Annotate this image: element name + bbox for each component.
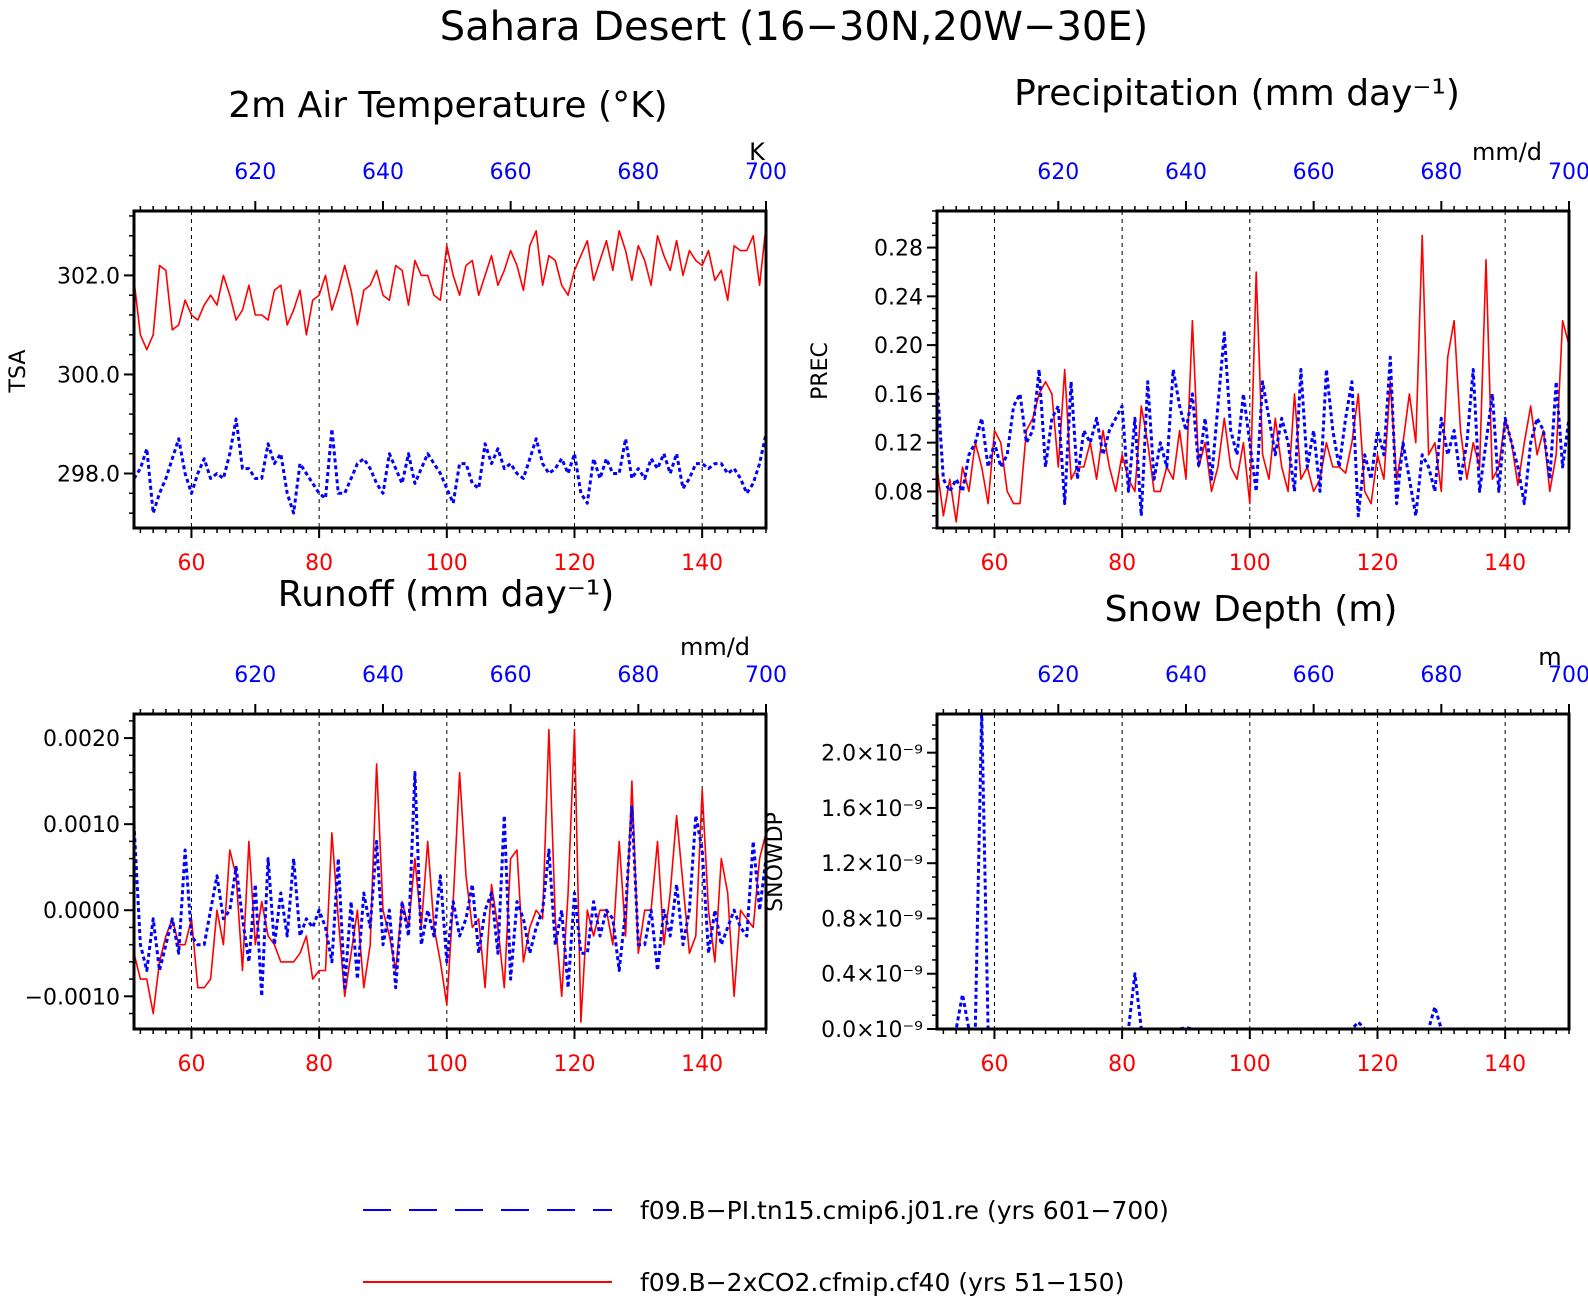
top-tick-label: 660 [490, 663, 532, 688]
x-tick-label: 60 [980, 1052, 1008, 1077]
y-tick-label: 0.24 [874, 285, 923, 310]
x-tick-label: 60 [980, 551, 1008, 576]
y-tick-label: 302.0 [57, 264, 120, 289]
x-tick-label: 80 [1108, 551, 1136, 576]
y-tick-label: 1.6×10⁻⁹ [821, 797, 923, 822]
x-tick-label: 120 [1356, 551, 1398, 576]
top-tick-label: 680 [617, 663, 659, 688]
y-tick-label: 0.16 [874, 383, 923, 408]
x-tick-label: 120 [553, 551, 595, 576]
x-tick-label: 140 [681, 1052, 723, 1077]
panel-title: Runoff (mm day⁻¹) [278, 574, 615, 615]
series-line-case2 [134, 728, 766, 1023]
panel-air-temperature: 2m Air Temperature (°K) K TSA 60 80 100 120… [6, 85, 787, 576]
x-tick-label: 100 [1229, 1052, 1271, 1077]
legend: f09.B−PI.tn15.cmip6.j01.re (yrs 601−700)… [363, 1196, 1169, 1297]
top-tick-label: 640 [1165, 160, 1207, 185]
top-tick-label: 680 [617, 160, 659, 185]
y-tick-label: 2.0×10⁻⁹ [821, 742, 923, 767]
top-tick-label: 660 [1293, 663, 1335, 688]
x-tick-label: 120 [553, 1052, 595, 1077]
x-tick-label: 140 [681, 551, 723, 576]
top-tick-label: 660 [1293, 160, 1335, 185]
y-tick-label: 0.08 [874, 480, 923, 505]
panel-title: 2m Air Temperature (°K) [228, 85, 667, 126]
x-tick-label: 100 [426, 1052, 468, 1077]
panel-title: Precipitation (mm day⁻¹) [1014, 73, 1460, 114]
top-tick-label: 700 [1548, 663, 1588, 688]
y-tick-label: 0.20 [874, 334, 923, 359]
top-tick-label: 620 [234, 160, 276, 185]
plot-frame [132, 209, 768, 530]
plot-area: 60 80 100 120 140 620 640 660 680 700 0.0×10⁻⁹ 0.4×… [821, 663, 1588, 1077]
plot-area: 60 80 100 120 140 620 640 660 680 700 −0.0010 0.000… [25, 663, 787, 1077]
y-tick-label: −0.0010 [25, 985, 120, 1010]
x-tick-label: 120 [1356, 1052, 1398, 1077]
y-tick-label: 0.4×10⁻⁹ [821, 963, 923, 988]
top-units-label: m [1538, 643, 1561, 671]
x-tick-label: 140 [1484, 1052, 1526, 1077]
top-units-label: K [749, 138, 766, 166]
y-tick-label: 0.0×10⁻⁹ [821, 1018, 923, 1043]
y-tick-label: 0.28 [874, 237, 923, 262]
y-tick-label: 298.0 [57, 463, 120, 488]
x-tick-label: 80 [305, 551, 333, 576]
y-tick-label: 0.8×10⁻⁹ [821, 907, 923, 932]
series-line-case1 [134, 417, 766, 515]
x-tick-label: 100 [426, 551, 468, 576]
top-tick-label: 640 [1165, 663, 1207, 688]
y-tick-label: 0.0020 [43, 727, 120, 752]
top-tick-label: 680 [1420, 663, 1462, 688]
series-line-case1 [937, 331, 1569, 518]
top-tick-label: 700 [745, 160, 787, 185]
series-line-case2 [134, 225, 766, 351]
top-units-label: mm/d [1472, 138, 1542, 166]
top-tick-label: 620 [234, 663, 276, 688]
y-axis-label: SNOWDP [763, 812, 788, 912]
plot-area: 60 80 100 120 140 620 640 660 680 700 298.0 300.0 30… [57, 160, 787, 576]
y-tick-label: 0.0000 [43, 899, 120, 924]
plot-frame [132, 712, 768, 1031]
top-tick-label: 640 [362, 160, 404, 185]
y-tick-label: 0.12 [874, 432, 923, 457]
legend-label-case1: f09.B−PI.tn15.cmip6.j01.re (yrs 601−700) [640, 1196, 1169, 1225]
y-tick-label: 300.0 [57, 363, 120, 388]
top-tick-label: 640 [362, 663, 404, 688]
x-tick-label: 60 [177, 551, 205, 576]
panel-title: Snow Depth (m) [1105, 589, 1398, 630]
series-line-case1 [937, 714, 1569, 1029]
top-tick-label: 680 [1420, 160, 1462, 185]
top-tick-label: 620 [1037, 663, 1079, 688]
x-tick-label: 80 [305, 1052, 333, 1077]
legend-label-case2: f09.B−2xCO2.cfmip.cf40 (yrs 51−150) [640, 1268, 1124, 1297]
top-tick-label: 660 [490, 160, 532, 185]
x-tick-label: 60 [177, 1052, 205, 1077]
x-tick-label: 100 [1229, 551, 1271, 576]
figure-title: Sahara Desert (16−30N,20W−30E) [440, 4, 1148, 50]
top-units-label: mm/d [680, 633, 750, 661]
top-tick-label: 700 [745, 663, 787, 688]
y-axis-label: PREC [808, 342, 833, 400]
panel-precipitation: Precipitation (mm day⁻¹) mm/d PREC 60 80 1… [808, 73, 1588, 576]
x-tick-label: 80 [1108, 1052, 1136, 1077]
y-axis-label: TSA [6, 350, 31, 394]
panel-snow-depth: Snow Depth (m) m SNOWDP 60 80 100 120 140 620… [763, 589, 1588, 1077]
series-line-case2 [937, 234, 1569, 523]
y-tick-label: 1.2×10⁻⁹ [821, 852, 923, 877]
x-tick-label: 140 [1484, 551, 1526, 576]
y-tick-label: 0.0010 [43, 813, 120, 838]
series-line-case1 [134, 771, 766, 998]
plot-frame [935, 712, 1571, 1031]
top-tick-label: 620 [1037, 160, 1079, 185]
plot-area: 60 80 100 120 140 620 640 660 680 700 0.08 0.12 0.16… [874, 160, 1588, 576]
top-tick-label: 700 [1548, 160, 1588, 185]
